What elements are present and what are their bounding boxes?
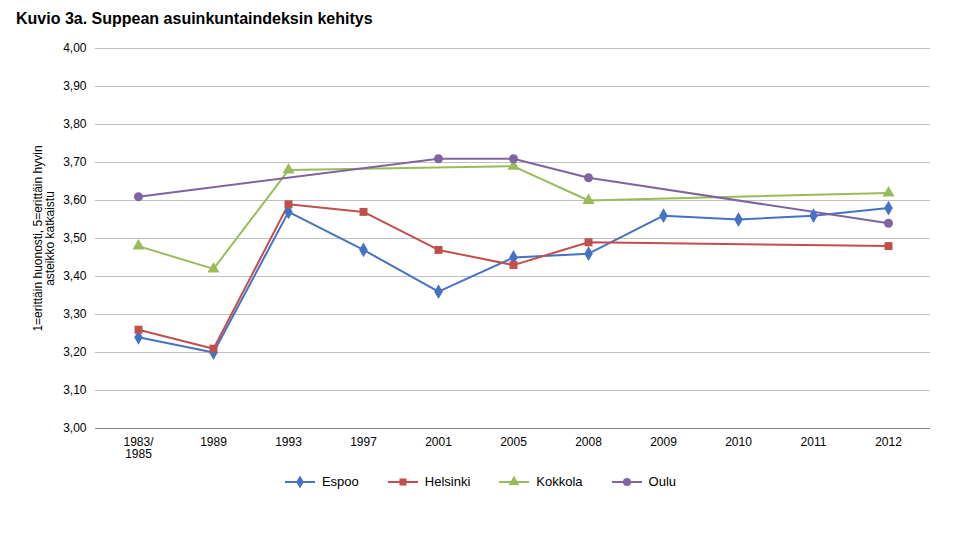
html-text:Espoo: Espoo bbox=[321, 474, 359, 489]
svg-text:3,30: 3,30 bbox=[63, 307, 87, 321]
svg-text:4,00: 4,00 bbox=[63, 41, 87, 55]
svg-text:2010: 2010 bbox=[725, 435, 752, 449]
svg-text:1=erittäin huonosti, 5=erittäi: 1=erittäin huonosti, 5=erittäin hyvinast… bbox=[31, 145, 57, 331]
svg-text:3,10: 3,10 bbox=[63, 383, 87, 397]
svg-text:1993: 1993 bbox=[275, 435, 302, 449]
html-text:Helsinki: Helsinki bbox=[424, 474, 471, 489]
svg-text:3,70: 3,70 bbox=[63, 155, 87, 169]
svg-text:2008: 2008 bbox=[575, 435, 602, 449]
svg-text:3,90: 3,90 bbox=[63, 79, 87, 93]
html-text:Kuvio 3a. Suppean asuinkuntain: Kuvio 3a. Suppean asuinkuntaindeksin keh… bbox=[16, 10, 373, 27]
html-text:Oulu: Oulu bbox=[648, 474, 676, 489]
svg-text:1989: 1989 bbox=[200, 435, 227, 449]
svg-text:2012: 2012 bbox=[875, 435, 902, 449]
svg-text:3,00: 3,00 bbox=[63, 421, 87, 435]
svg-text:1983/1985: 1983/1985 bbox=[123, 435, 154, 461]
svg-text:3,40: 3,40 bbox=[63, 269, 87, 283]
svg-text:3,80: 3,80 bbox=[63, 117, 87, 131]
svg-text:3,60: 3,60 bbox=[63, 193, 87, 207]
svg-text:2001: 2001 bbox=[425, 435, 452, 449]
svg-text:1997: 1997 bbox=[350, 435, 377, 449]
svg-text:3,20: 3,20 bbox=[63, 345, 87, 359]
svg-text:3,50: 3,50 bbox=[63, 231, 87, 245]
svg-text:2011: 2011 bbox=[801, 435, 827, 449]
html-text:Kokkola: Kokkola bbox=[536, 474, 583, 489]
svg-text:2005: 2005 bbox=[500, 435, 527, 449]
svg-text:2009: 2009 bbox=[650, 435, 677, 449]
